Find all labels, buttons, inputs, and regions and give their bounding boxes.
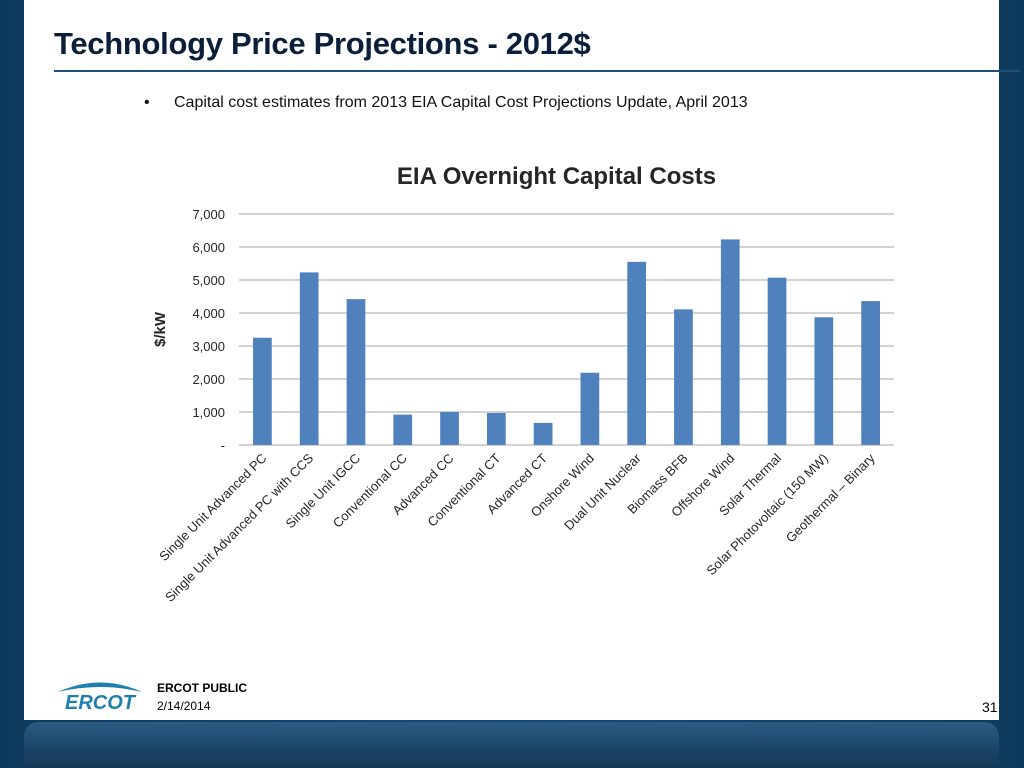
- bar: [299, 272, 319, 445]
- y-tick-label: 1,000: [192, 405, 225, 420]
- bar: [814, 317, 834, 445]
- title-divider: [54, 70, 1020, 72]
- logo-swoosh: [58, 682, 142, 692]
- chart-svg: EIA Overnight Capital Costs - 1,000 2,000 3,…: [152, 163, 894, 605]
- bar: [720, 239, 740, 445]
- bar: [580, 372, 600, 445]
- bottom-bar: [24, 722, 999, 768]
- y-tick-label: 6,000: [192, 240, 225, 255]
- slide-title: Technology Price Projections - 2012$: [54, 26, 591, 61]
- y-tick-label: 4,000: [192, 306, 225, 321]
- bar: [486, 412, 506, 445]
- bar: [627, 261, 647, 445]
- ercot-logo: ERCOT: [58, 682, 142, 714]
- bar: [767, 277, 787, 445]
- y-axis-label: $/kW: [152, 311, 169, 347]
- y-tick-label: 5,000: [192, 273, 225, 288]
- page-number: 31: [982, 699, 998, 715]
- bullet-point: • Capital cost estimates from 2013 EIA Ca…: [144, 94, 748, 112]
- chart-title: EIA Overnight Capital Costs: [397, 163, 716, 190]
- slide-canvas: Technology Price Projections - 2012$ • Ca…: [24, 0, 1020, 720]
- bar-chart: EIA Overnight Capital Costs - 1,000 2,000 3,…: [132, 140, 902, 660]
- footer-classification: ERCOT PUBLIC: [157, 681, 247, 695]
- logo-wordmark: ERCOT: [65, 692, 137, 714]
- footer-date: 2/14/2014: [157, 699, 211, 713]
- y-tick-label: 7,000: [192, 207, 225, 222]
- bar: [674, 309, 693, 445]
- bar: [393, 414, 413, 445]
- y-tick-label: -: [221, 438, 225, 453]
- bullet-text: Capital cost estimates from 2013 EIA Cap…: [174, 94, 748, 111]
- y-tick-label: 2,000: [192, 372, 225, 387]
- y-tick-label: 3,000: [192, 339, 225, 354]
- bar: [253, 337, 272, 445]
- bullet-icon: •: [144, 94, 150, 111]
- bar: [861, 301, 880, 445]
- bar: [440, 412, 459, 445]
- bar: [533, 422, 553, 445]
- x-tick-label: Geothermal – Binary: [783, 450, 878, 545]
- bar: [346, 299, 366, 445]
